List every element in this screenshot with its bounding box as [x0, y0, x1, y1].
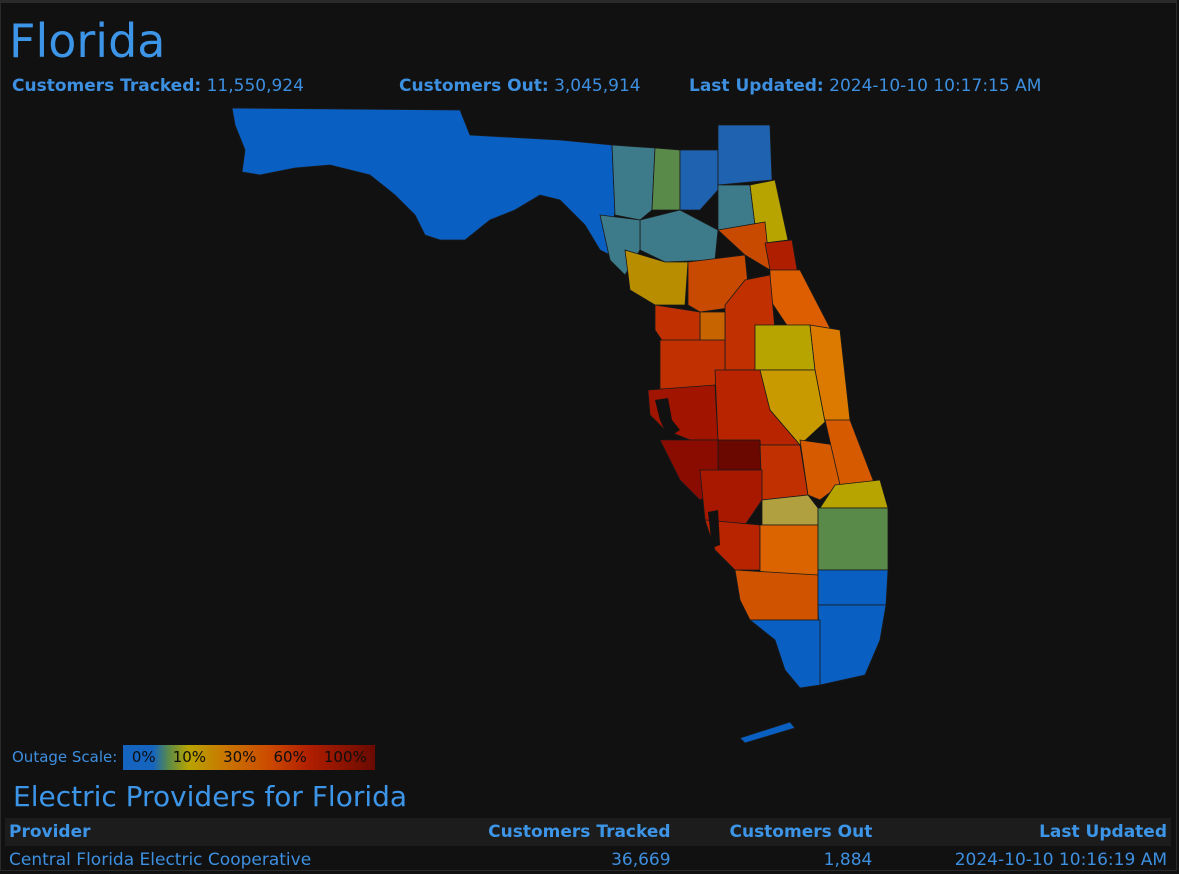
county-region[interactable]: [231, 107, 616, 256]
cell-last-updated: 2024-10-10 10:16:19 AM: [954, 850, 1167, 870]
providers-table: Provider Customers Tracked Customers Out…: [5, 818, 1171, 874]
stat-label: Customers Tracked:: [12, 76, 202, 96]
column-header-provider[interactable]: Provider: [5, 818, 420, 846]
column-header-customers-out[interactable]: Customers Out: [674, 818, 877, 846]
legend-gradient-bar: 0% 10% 30% 60% 100%: [123, 744, 376, 770]
legend-stop: 0%: [131, 748, 156, 766]
stat-value: 3,045,914: [554, 76, 641, 96]
tampa-bay: [655, 398, 680, 438]
charlotte-harbor: [708, 510, 720, 548]
stat-customers-tracked: Customers Tracked: 11,550,924: [12, 76, 304, 96]
county-region[interactable]: [817, 507, 889, 571]
column-header-last-updated[interactable]: Last Updated: [876, 818, 1171, 846]
county-region[interactable]: [611, 144, 656, 221]
table-header-row: Provider Customers Tracked Customers Out…: [5, 818, 1171, 846]
county-region[interactable]: [624, 249, 689, 306]
county-region[interactable]: [679, 149, 719, 211]
county-region[interactable]: [754, 324, 816, 371]
legend-stop: 10%: [172, 748, 207, 766]
stat-value: 11,550,924: [206, 76, 304, 96]
county-region[interactable]: [748, 619, 821, 689]
keys-region[interactable]: [739, 721, 796, 744]
cell-customers-out: 1,884: [823, 850, 873, 870]
cell-customers-tracked: 36,669: [611, 850, 671, 870]
county-region[interactable]: [759, 444, 809, 501]
stat-customers-out: Customers Out: 3,045,914: [399, 76, 641, 96]
county-region[interactable]: [717, 124, 773, 186]
stat-label: Last Updated:: [689, 76, 824, 96]
county-region[interactable]: [761, 494, 819, 526]
stat-value: 2024-10-10 10:17:15 AM: [829, 76, 1042, 96]
section-title: Electric Providers for Florida: [13, 780, 408, 813]
provider-name-link[interactable]: Central Florida Electric Cooperative: [9, 850, 312, 870]
florida-county-map[interactable]: [225, 104, 900, 744]
legend-stop: 100%: [323, 748, 367, 766]
stat-last-updated: Last Updated: 2024-10-10 10:17:15 AM: [689, 76, 1041, 96]
county-region[interactable]: [817, 569, 889, 606]
table-row[interactable]: Central Florida Electric Cooperative 36,…: [5, 846, 1171, 874]
county-region[interactable]: [654, 304, 701, 346]
outage-scale-legend: Outage Scale: 0% 10% 30% 60% 100%: [12, 744, 376, 770]
county-region[interactable]: [651, 147, 681, 211]
summary-stats: Customers Tracked: 11,550,924 Customers …: [0, 76, 1179, 98]
legend-stop: 60%: [273, 748, 307, 766]
county-region[interactable]: [817, 604, 887, 686]
county-region[interactable]: [717, 439, 763, 471]
column-header-customers-tracked[interactable]: Customers Tracked: [419, 818, 675, 846]
county-region[interactable]: [759, 524, 819, 576]
page-title: Florida: [9, 14, 166, 68]
legend-label: Outage Scale:: [12, 748, 118, 766]
stat-label: Customers Out:: [399, 76, 549, 96]
county-region[interactable]: [734, 569, 819, 621]
legend-stop: 30%: [223, 748, 257, 766]
county-region[interactable]: [717, 184, 756, 231]
county-region[interactable]: [639, 209, 719, 263]
